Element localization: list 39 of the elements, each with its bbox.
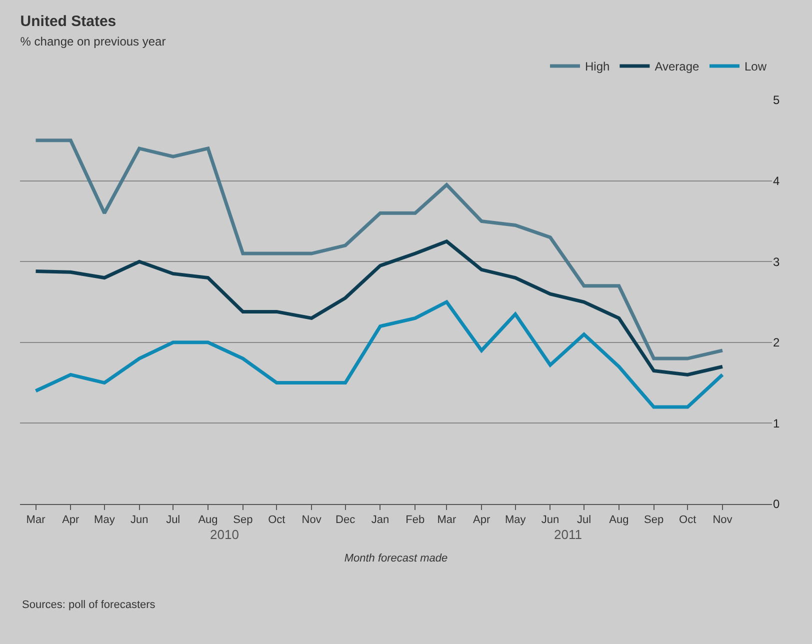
x-tick-label: Jul: [166, 514, 180, 526]
line-series: [34, 138, 724, 360]
text: 2011: [554, 527, 582, 542]
x-tick-label: Mar: [26, 514, 46, 526]
chart-subtitle: % change on previous year: [20, 34, 166, 48]
x-tick-label: Aug: [609, 514, 629, 526]
y-tick-label: 1: [773, 416, 780, 430]
text: 2010: [210, 527, 239, 542]
x-tick-label: Nov: [712, 514, 733, 526]
legend-label: Low: [744, 60, 767, 74]
x-tick-label: May: [504, 514, 526, 526]
x-tick-label: Jan: [371, 514, 390, 526]
line-series: [34, 240, 724, 376]
x-tick-label: Oct: [679, 514, 696, 526]
x-tick-label: Oct: [268, 514, 286, 526]
x-tick-label: Jun: [541, 514, 560, 526]
y-tick-label: 0: [773, 497, 780, 512]
line-series: [34, 300, 724, 409]
x-tick-label: Aug: [198, 514, 218, 526]
legend-label: Average: [654, 60, 700, 74]
y-tick-label: 3: [773, 254, 780, 269]
x-tick-label: Nov: [302, 514, 322, 526]
x-tick-label: Apr: [472, 514, 490, 526]
source-note: Sources: poll of forecasters: [22, 599, 156, 611]
x-tick-label: May: [94, 514, 116, 526]
x-axis-title: Month forecast made: [344, 552, 448, 564]
x-tick-label: Jul: [576, 514, 592, 526]
x-tick-label: Apr: [62, 514, 80, 526]
chart-title: United States: [20, 12, 116, 30]
y-tick-label: 2: [773, 336, 780, 350]
legend-label: High: [585, 60, 610, 74]
y-tick-label: 4: [773, 174, 780, 188]
x-tick-label: Sep: [233, 514, 253, 526]
x-tick-label: Mar: [437, 514, 456, 526]
x-tick-label: Dec: [336, 514, 356, 526]
y-tick-label: 5: [773, 93, 780, 108]
x-tick-label: Sep: [644, 514, 664, 526]
x-tick-label: Feb: [406, 514, 425, 526]
x-tick-label: Jun: [130, 514, 148, 526]
